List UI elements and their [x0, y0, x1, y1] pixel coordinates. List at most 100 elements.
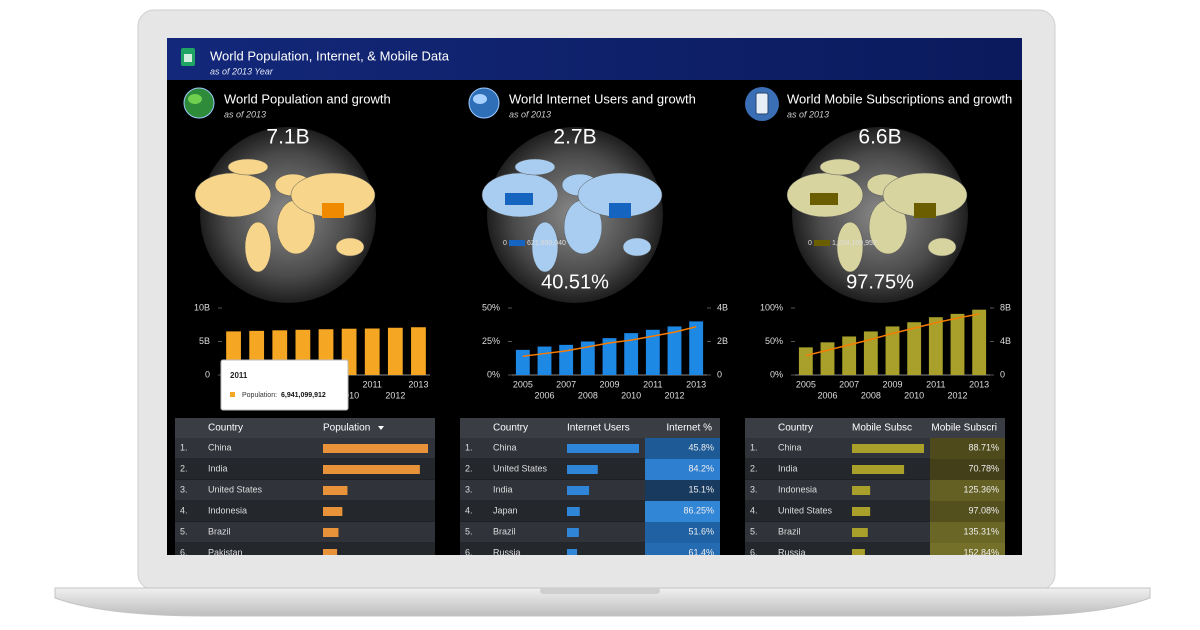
bar — [950, 313, 965, 375]
row-country: Russia — [493, 547, 521, 557]
row-pct: 97.08% — [968, 505, 999, 515]
panel-title: World Internet Users and growth — [509, 91, 696, 106]
row-pct: 135.31% — [963, 526, 999, 536]
panel-icon-land — [188, 94, 202, 104]
column-header: Internet % — [666, 423, 712, 434]
table-bar — [852, 507, 871, 516]
table-bar — [567, 486, 590, 495]
bar — [364, 328, 380, 375]
panel-icon-phone — [755, 92, 769, 115]
dashboard: World Population, Internet, & Mobile Dat… — [167, 38, 1022, 557]
column-header: Country — [493, 423, 528, 434]
map-legend-max: 621,680,040 — [527, 240, 566, 247]
big-value: 2.7B — [553, 126, 596, 149]
row-rank: 6. — [750, 547, 758, 557]
y-tick-label: 0 — [205, 369, 210, 379]
table-header — [460, 418, 720, 438]
header-bar — [167, 38, 1022, 80]
pct-cell — [930, 543, 1005, 555]
table-row — [175, 543, 435, 555]
x-tick-label: 2006 — [817, 390, 837, 400]
y2-tick-label: 2B — [717, 336, 728, 346]
column-header: Mobile Subsc — [852, 423, 912, 434]
bar — [689, 321, 704, 375]
table-bar — [567, 465, 598, 474]
row-pct: 61.4% — [688, 547, 714, 557]
x-tick-label: 2009 — [599, 379, 619, 389]
x-tick-label: 2011 — [363, 379, 382, 389]
row-rank: 2. — [750, 463, 758, 473]
row-pct: 15.1% — [688, 484, 714, 494]
table-bar — [323, 465, 420, 474]
panel-subtitle: as of 2013 — [509, 109, 551, 119]
sheets-icon-grid — [184, 54, 192, 62]
row-rank: 4. — [750, 505, 758, 515]
pct-cell — [645, 438, 720, 459]
row-country: Indonesia — [208, 505, 247, 515]
big-value: 6.6B — [858, 126, 901, 149]
table-header — [175, 418, 435, 438]
row-pct: 152.84% — [963, 547, 999, 557]
y2-tick-label: 4B — [1000, 336, 1011, 346]
panel-icon-land — [473, 94, 487, 104]
bar — [798, 347, 813, 375]
row-rank: 3. — [465, 484, 473, 494]
tooltip-value: 6,941,099,912 — [281, 392, 326, 399]
x-tick-label: 2011 — [926, 379, 945, 389]
table-bar — [323, 528, 339, 537]
map-legend-max: 1,204,109,952 — [832, 240, 877, 247]
y-tick-label: 0% — [487, 369, 500, 379]
table-bar — [852, 486, 871, 495]
laptop-notch — [540, 588, 660, 594]
pct-cell — [930, 438, 1005, 459]
bar — [907, 322, 922, 375]
y-tick-label: 50% — [765, 336, 783, 346]
x-tick-label: 2013 — [969, 379, 989, 389]
map-country — [194, 172, 272, 218]
table-bar — [852, 444, 924, 453]
row-pct: 84.2% — [688, 463, 714, 473]
map-country — [819, 158, 861, 176]
map-country — [927, 237, 957, 257]
row-rank: 5. — [180, 526, 188, 536]
x-tick-label: 2008 — [578, 390, 598, 400]
bar — [580, 341, 595, 375]
bar — [537, 346, 552, 375]
row-pct: 88.71% — [968, 442, 999, 452]
line — [522, 326, 697, 357]
table-row — [175, 459, 435, 480]
bar — [820, 342, 835, 375]
row-country: China — [778, 442, 802, 452]
pct-cell — [930, 480, 1005, 501]
x-tick-label: 2013 — [686, 379, 706, 389]
map-highlight — [322, 203, 344, 218]
map-highlight — [914, 203, 936, 218]
row-pct: 70.78% — [968, 463, 999, 473]
row-rank: 5. — [750, 526, 758, 536]
y-tick-label: 50% — [482, 302, 500, 312]
bar — [645, 329, 660, 375]
header-title: World Population, Internet, & Mobile Dat… — [210, 48, 450, 63]
row-rank: 6. — [180, 547, 188, 557]
bar — [411, 327, 426, 375]
pct-cell — [645, 522, 720, 543]
bar — [928, 317, 943, 375]
x-tick-label: 2007 — [556, 379, 576, 389]
map-legend-bar — [814, 240, 830, 246]
bar — [863, 331, 878, 375]
bottom-value: 40.51% — [541, 271, 609, 293]
laptop-base — [54, 587, 1151, 617]
y2-tick-label: 0 — [717, 369, 722, 379]
table-bar — [323, 507, 343, 516]
column-header: Country — [208, 423, 243, 434]
row-rank: 3. — [180, 484, 188, 494]
column-header: Country — [778, 423, 813, 434]
panel-subtitle: as of 2013 — [787, 109, 829, 119]
bar — [559, 344, 574, 375]
row-rank: 6. — [465, 547, 473, 557]
table-row — [175, 438, 435, 459]
bar — [972, 309, 987, 375]
panel-subtitle: as of 2013 — [224, 109, 266, 119]
